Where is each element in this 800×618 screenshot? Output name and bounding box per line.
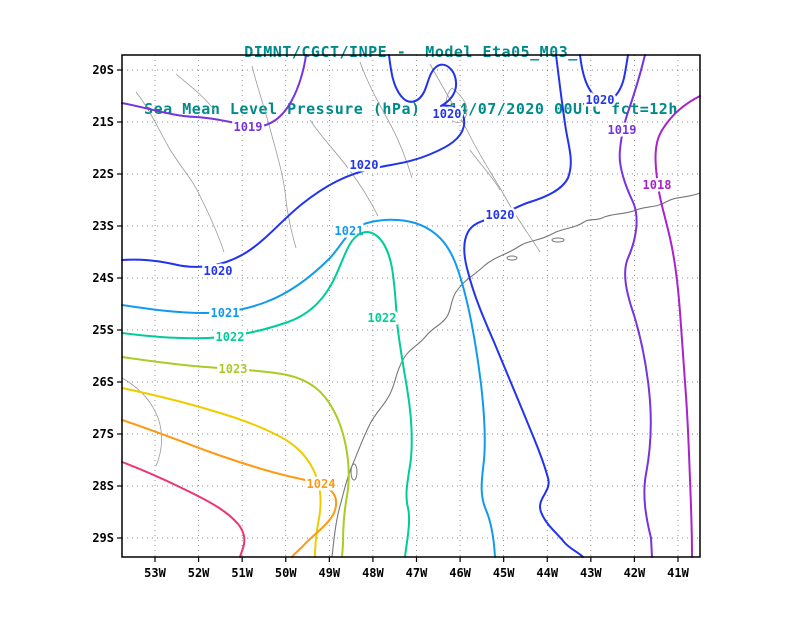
island <box>551 237 565 243</box>
river-line <box>429 63 541 253</box>
x-axis-label: 50W <box>275 566 297 580</box>
isobar-1023 <box>121 356 350 558</box>
isobar-1019 <box>618 54 653 558</box>
isobar-label-1020: 1020 <box>350 158 379 172</box>
isobar-1024 <box>121 419 338 558</box>
chart-title-block: DIMNT/CGCT/INPE - Model Eta05_M03_ Sea M… <box>61 5 761 157</box>
river-line <box>135 91 225 253</box>
y-axis-label: 24S <box>92 271 114 285</box>
isobar-label-1021: 1021 <box>335 224 364 238</box>
isobar-label-1022: 1022 <box>216 330 245 344</box>
y-axis-label: 26S <box>92 375 114 389</box>
y-axis-label: 25S <box>92 323 114 337</box>
isobar-label-1019: 1019 <box>234 120 263 134</box>
x-axis-label: 42W <box>624 566 646 580</box>
river-line <box>309 119 379 217</box>
isobar-1022 <box>121 231 413 558</box>
isobar-unlabeled <box>121 387 322 558</box>
y-axis-label: 27S <box>92 427 114 441</box>
isobar-label-1018: 1018 <box>643 178 672 192</box>
isobar-label-1020: 1020 <box>204 264 233 278</box>
isobar-label-1022: 1022 <box>368 311 397 325</box>
isobar-label-1024: 1024 <box>307 477 336 491</box>
isobar-label-1020: 1020 <box>433 107 462 121</box>
isobar-1021 <box>121 218 496 558</box>
isobar-label-1021: 1021 <box>211 306 240 320</box>
river-line <box>469 149 501 191</box>
isobar-label-1023: 1023 <box>219 362 248 376</box>
island <box>506 255 518 261</box>
river-line <box>121 377 162 467</box>
x-axis-label: 51W <box>231 566 253 580</box>
y-axis-label: 23S <box>92 219 114 233</box>
x-axis-label: 45W <box>493 566 515 580</box>
plot-border <box>121 54 701 558</box>
isobar-label-1020: 1020 <box>586 93 615 107</box>
x-axis-label: 41W <box>667 566 689 580</box>
y-axis-label: 21S <box>92 115 114 129</box>
isobar-1020 <box>121 54 466 268</box>
isobar-1020 <box>579 54 629 102</box>
y-axis-label: 22S <box>92 167 114 181</box>
y-axis-label: 20S <box>92 63 114 77</box>
island <box>350 463 358 481</box>
isobar-label-1019: 1019 <box>608 123 637 137</box>
river-line <box>175 73 215 111</box>
y-axis-label: 29S <box>92 531 114 545</box>
y-axis-label: 28S <box>92 479 114 493</box>
river-line <box>359 61 413 179</box>
isobar-1018 <box>654 95 701 558</box>
x-axis-label: 52W <box>188 566 210 580</box>
isobar-unlabeled <box>121 461 246 558</box>
x-axis-label: 48W <box>362 566 384 580</box>
x-axis-label: 53W <box>144 566 166 580</box>
isobar-1020 <box>463 54 584 558</box>
x-axis-label: 43W <box>580 566 602 580</box>
x-axis-label: 47W <box>406 566 428 580</box>
x-axis-label: 49W <box>318 566 340 580</box>
isobar-1019 <box>121 54 307 128</box>
river-line <box>445 87 468 123</box>
x-axis-label: 46W <box>449 566 471 580</box>
title-line-1: DIMNT/CGCT/INPE - Model Eta05_M03_ <box>244 43 578 61</box>
river-line <box>251 65 297 249</box>
title-line-2: Sea Mean Level Pressure (hPa) - 14/07/20… <box>144 100 678 118</box>
isobar-label-1020: 1020 <box>486 208 515 222</box>
coastline <box>331 192 701 558</box>
x-axis-label: 44W <box>536 566 558 580</box>
